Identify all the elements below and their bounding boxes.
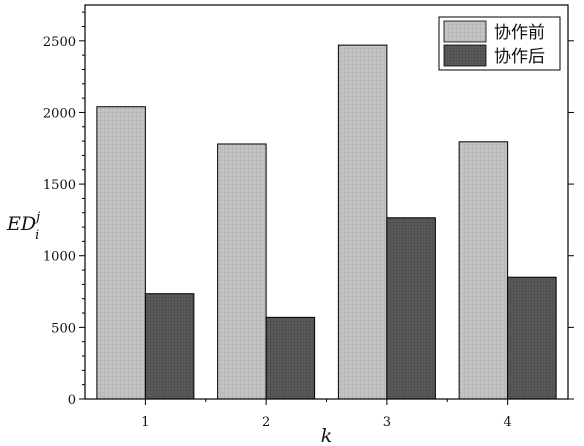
- legend-swatch-before: [443, 20, 487, 43]
- x-tick-label: 2: [262, 415, 270, 430]
- legend-label-after: 协作后: [494, 47, 545, 67]
- x-tick-label: 1: [141, 415, 149, 430]
- y-tick-label: 2000: [43, 106, 76, 121]
- legend-label-before: 协作前: [494, 23, 545, 43]
- y-axis-label-sub: i: [35, 228, 39, 243]
- y-axis-label-base: ED: [6, 213, 36, 235]
- y-tick-label: 1000: [43, 250, 76, 265]
- y-tick-label: 2500: [43, 35, 76, 50]
- y-axis-label-sup: j: [33, 210, 40, 225]
- bar-before-3: [337, 44, 388, 400]
- y-tick-label: 0: [68, 393, 76, 408]
- plot-frame: [84, 4, 569, 400]
- bar-after-1: [144, 293, 195, 400]
- bar-after-2: [265, 316, 316, 400]
- bars-group: [96, 44, 557, 400]
- y-tick-label: 500: [51, 321, 76, 336]
- bar-before-2: [217, 143, 267, 400]
- legend: 协作前 协作后: [438, 16, 561, 71]
- x-tick-label: 4: [503, 415, 511, 430]
- bar-before-1: [96, 106, 146, 400]
- legend-swatch-after: [443, 44, 487, 67]
- x-axis-label: k: [321, 425, 333, 446]
- y-axis-label: EDj i: [6, 210, 40, 243]
- x-axis: 1 2 3 4: [141, 399, 512, 430]
- bar-after-3: [386, 217, 436, 400]
- bar-before-4: [458, 141, 509, 400]
- y-tick-label: 1500: [43, 178, 76, 193]
- bar-after-4: [507, 276, 557, 400]
- x-tick-label: 3: [383, 415, 391, 430]
